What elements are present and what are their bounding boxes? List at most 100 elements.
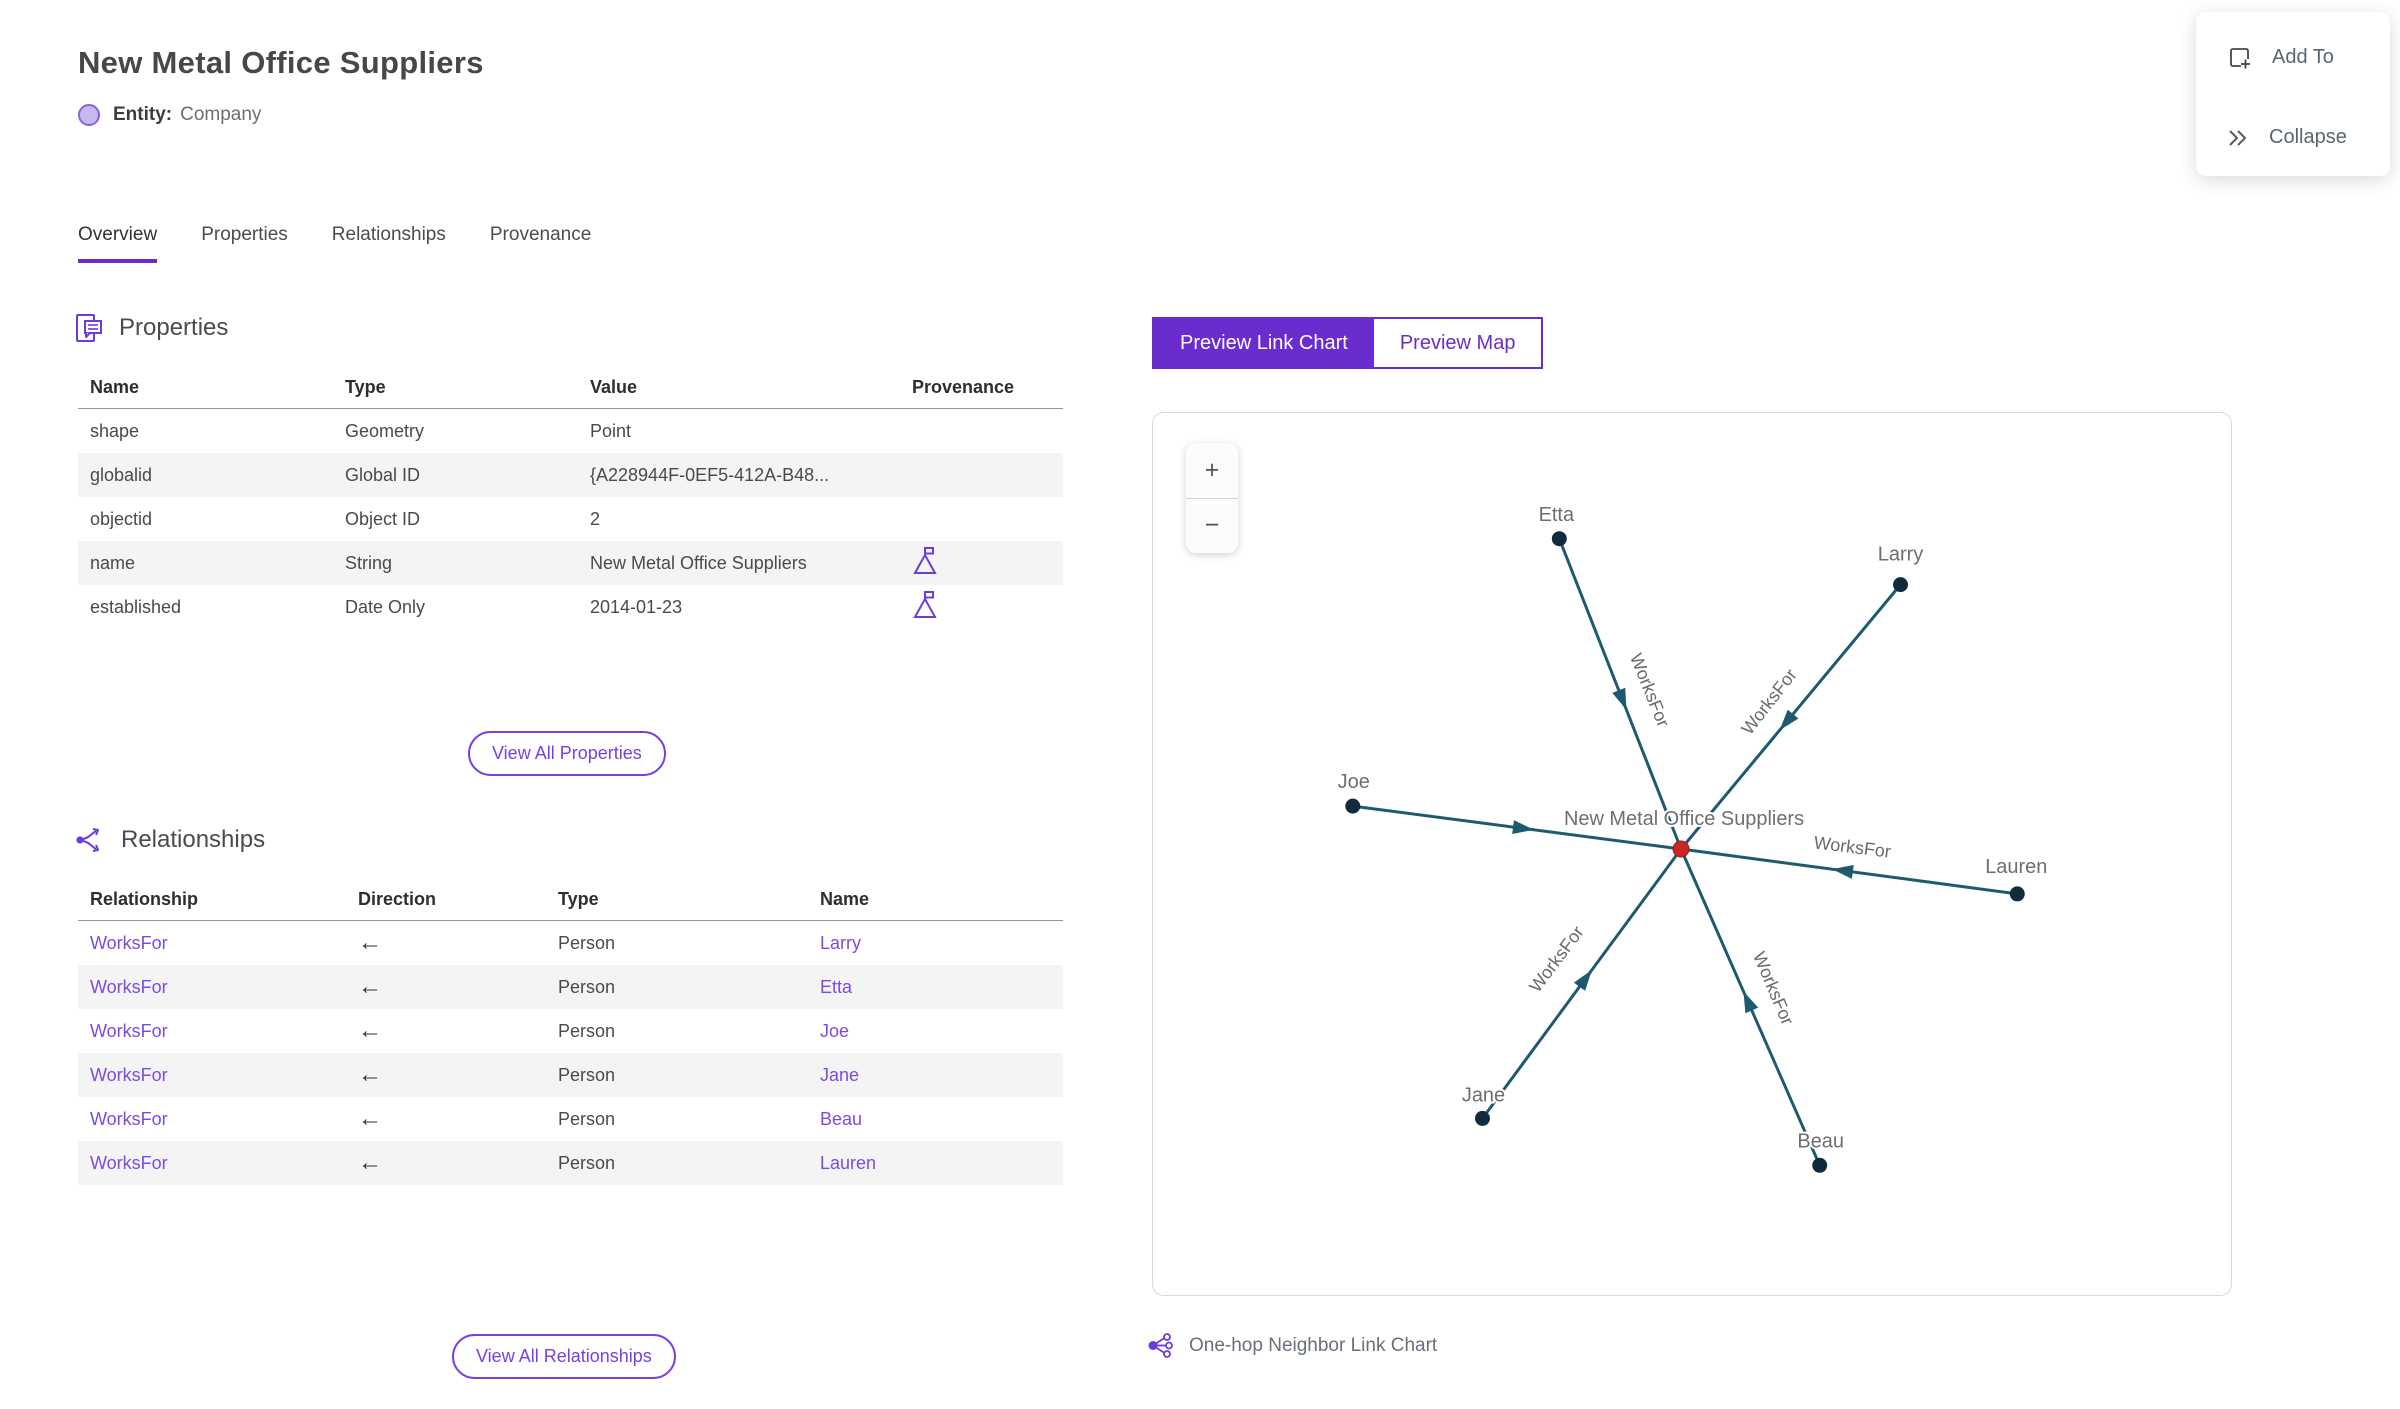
view-all-properties-button[interactable]: View All Properties [468,731,666,776]
node-joe[interactable] [1345,798,1361,814]
table-row: globalid Global ID {A228944F-0EF5-412A-B48… [78,453,1063,497]
edge-arrow [1832,865,1854,879]
relationships-section-title: Relationships [121,826,266,853]
entity-row: Entity: Company [78,104,261,126]
direction-arrow: ← [358,1105,382,1132]
properties-table: Name Type Value Provenance shape Geometry Poin… [78,366,1063,629]
relationship-link[interactable]: WorksFor [90,1152,168,1173]
table-row: WorksFor ← Person Larry [78,921,1063,965]
zoom-out-button[interactable]: − [1186,497,1238,554]
entity-link[interactable]: Joe [820,1020,850,1041]
table-row: objectid Object ID 2 [78,497,1063,541]
cell-type: Person [558,1020,616,1041]
edge-label: WorksFor [1626,650,1674,729]
table-row: name String New Metal Office Suppliers [78,541,1063,585]
entity-link[interactable]: Etta [820,976,853,997]
cell-value: 2014-01-23 [590,596,683,617]
edge-label: WorksFor [1749,949,1798,1028]
cell-value: {A228944F-0EF5-412A-B48... [590,464,830,485]
column-header: Direction [358,888,437,909]
direction-arrow: ← [358,973,382,1000]
table-row: WorksFor ← Person Etta [78,965,1063,1009]
edge-arrow [1573,969,1592,991]
column-header: Name [820,888,870,909]
chart-caption: One-hop Neighbor Link Chart [1146,1332,1437,1359]
preview-link-chart-button[interactable]: Preview Link Chart [1154,319,1374,367]
table-row: WorksFor ← Person Joe [78,1009,1063,1053]
table-row: established Date Only 2014-01-23 [78,585,1063,629]
column-header: Type [345,376,386,397]
page-title: New Metal Office Suppliers [78,44,484,80]
direction-arrow: ← [358,1061,382,1088]
relationship-link[interactable]: WorksFor [90,1020,168,1041]
entity-link[interactable]: Jane [820,1064,860,1085]
relationships-icon [76,828,99,852]
zoom-in-button[interactable]: + [1186,443,1238,498]
table-row: WorksFor ← Person Jane [78,1053,1063,1097]
edge-arrow [1612,687,1627,710]
node-beau[interactable] [1812,1157,1828,1173]
edge-label: WorksFor [1737,665,1800,738]
tab-provenance[interactable]: Provenance [489,224,592,245]
relationship-link[interactable]: WorksFor [90,1108,168,1129]
direction-arrow: ← [358,1017,382,1044]
cell-value: New Metal Office Suppliers [590,552,807,573]
relationship-link[interactable]: WorksFor [90,1064,168,1085]
node-label: Lauren [1985,856,2047,878]
node-jane[interactable] [1474,1110,1490,1126]
relationships-table: Relationship Direction Type Name WorksFor ← Pe… [78,878,1063,1185]
add-to-button[interactable]: Add To [2226,44,2334,71]
column-header: Value [590,376,638,397]
column-header: Provenance [912,376,1015,397]
collapse-button[interactable]: Collapse [2226,126,2347,149]
tab-bar: Overview Properties Relationships Provenanc… [78,224,591,263]
node-label: Joe [1338,771,1370,793]
entity-label: Entity: [113,104,173,125]
one-hop-link-chart-icon [1148,1333,1173,1358]
direction-arrow: ← [358,929,382,956]
collapse-label: Collapse [2269,126,2347,148]
edge-arrow [1779,709,1799,731]
table-row: WorksFor ← Person Lauren [78,1141,1063,1185]
tab-overview[interactable]: Overview [78,224,158,263]
entity-link[interactable]: Larry [820,932,862,953]
tab-properties[interactable]: Properties [201,224,288,245]
cell-name: objectid [90,508,153,529]
cell-name: established [90,596,182,617]
node-label: Jane [1462,1084,1505,1106]
tab-relationships[interactable]: Relationships [331,224,446,245]
entity-link[interactable]: Lauren [820,1152,877,1173]
edge-label: WorksFor [1813,832,1892,861]
entity-link[interactable]: Beau [820,1108,863,1129]
node-etta[interactable] [1551,531,1567,547]
preview-toggle: Preview Link Chart Preview Map [1152,317,1544,369]
cell-type: Person [558,1064,616,1085]
cell-name: shape [90,420,140,441]
node-lauren[interactable] [2009,886,2025,902]
node-label: Larry [1878,544,1923,566]
provenance-flag-icon [913,590,937,618]
cell-type: Person [558,932,616,953]
cell-value: 2 [590,508,601,529]
relationship-link[interactable]: WorksFor [90,932,168,953]
view-all-relationships-button[interactable]: View All Relationships [452,1334,676,1379]
cell-type: Date Only [345,596,426,617]
properties-section-header: Properties [74,312,228,344]
properties-section-title: Properties [119,314,229,341]
cell-provenance[interactable] [912,590,1063,625]
preview-map-button[interactable]: Preview Map [1373,319,1542,367]
cell-provenance[interactable] [912,546,1063,581]
center-node-label: New Metal Office Suppliers [1564,808,1804,830]
edge-arrow [1743,991,1759,1014]
cell-name: globalid [90,464,153,485]
column-header: Type [558,888,599,909]
provenance-flag-icon [913,546,937,574]
center-node[interactable] [1672,840,1690,858]
zoom-control: + − [1186,443,1238,553]
table-row: shape Geometry Point [78,409,1063,453]
node-larry[interactable] [1893,577,1909,593]
relationship-link[interactable]: WorksFor [90,976,168,997]
chart-caption-label: One-hop Neighbor Link Chart [1189,1334,1438,1356]
cell-type: Global ID [345,464,421,485]
